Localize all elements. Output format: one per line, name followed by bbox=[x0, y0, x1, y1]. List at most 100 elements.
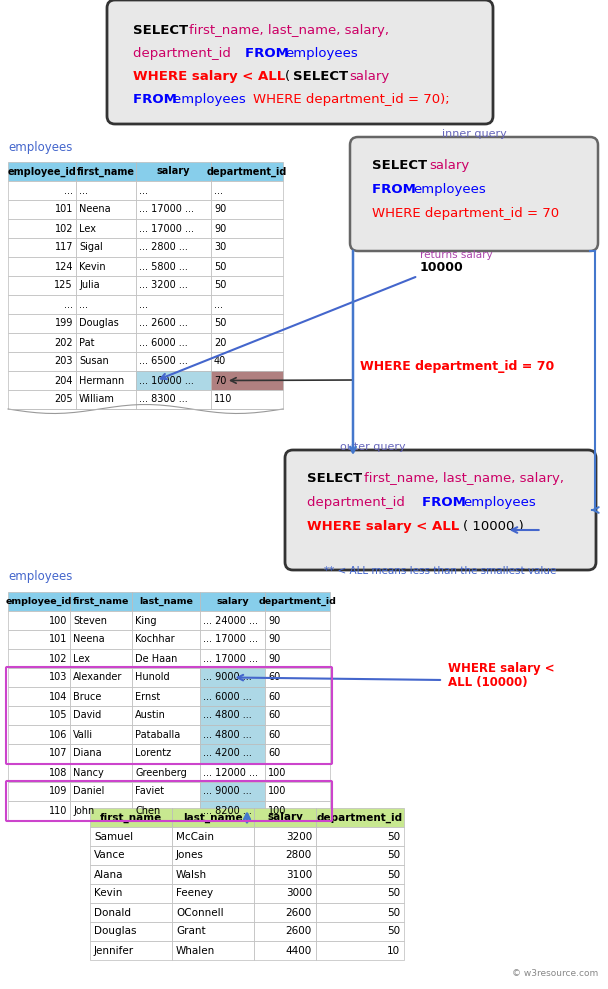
Bar bbox=[254, 884, 316, 903]
Text: 102: 102 bbox=[49, 654, 67, 664]
Bar bbox=[8, 257, 76, 276]
Bar bbox=[211, 371, 283, 390]
Text: 2600: 2600 bbox=[286, 927, 312, 937]
Text: 203: 203 bbox=[55, 356, 73, 367]
Text: ... 6000 ...: ... 6000 ... bbox=[203, 691, 252, 701]
Bar bbox=[76, 181, 136, 200]
Bar bbox=[8, 352, 76, 371]
Text: Hunold: Hunold bbox=[135, 673, 170, 682]
Bar bbox=[200, 706, 265, 725]
Text: 40: 40 bbox=[214, 356, 226, 367]
Bar bbox=[211, 200, 283, 219]
Text: SELECT: SELECT bbox=[133, 24, 193, 37]
Bar bbox=[136, 238, 211, 257]
Text: 124: 124 bbox=[55, 261, 73, 272]
Text: 50: 50 bbox=[387, 927, 400, 937]
Bar bbox=[132, 725, 200, 744]
Text: first_name: first_name bbox=[73, 597, 129, 606]
Bar bbox=[200, 687, 265, 706]
Text: 101: 101 bbox=[55, 205, 73, 215]
Bar bbox=[8, 219, 76, 238]
Text: salary: salary bbox=[157, 166, 190, 176]
Bar bbox=[172, 884, 254, 903]
Text: ...: ... bbox=[79, 300, 88, 310]
Text: employees: employees bbox=[463, 496, 536, 509]
Text: Faviet: Faviet bbox=[135, 786, 164, 796]
Bar bbox=[8, 371, 76, 390]
Text: 125: 125 bbox=[54, 281, 73, 291]
Bar bbox=[8, 744, 70, 763]
Text: ...: ... bbox=[64, 186, 73, 196]
Text: 2800: 2800 bbox=[286, 851, 312, 860]
Text: Douglas: Douglas bbox=[79, 318, 119, 328]
Text: WHERE salary < ALL: WHERE salary < ALL bbox=[307, 520, 464, 533]
Text: first_name: first_name bbox=[77, 166, 135, 177]
Text: employees: employees bbox=[413, 183, 486, 196]
Bar bbox=[316, 941, 404, 960]
Bar bbox=[76, 276, 136, 295]
Bar bbox=[132, 782, 200, 801]
Bar bbox=[200, 611, 265, 630]
Bar bbox=[136, 295, 211, 314]
FancyBboxPatch shape bbox=[107, 0, 493, 124]
Text: ... 4800 ...: ... 4800 ... bbox=[203, 710, 252, 721]
Text: 60: 60 bbox=[268, 673, 280, 682]
Text: ... 10000 ...: ... 10000 ... bbox=[139, 376, 194, 386]
Text: department_id: department_id bbox=[207, 166, 287, 177]
Bar bbox=[265, 630, 330, 649]
Text: salary: salary bbox=[429, 159, 469, 172]
Bar bbox=[136, 257, 211, 276]
Text: WHERE department_id = 70: WHERE department_id = 70 bbox=[372, 207, 559, 220]
Text: 90: 90 bbox=[268, 615, 280, 625]
Text: 50: 50 bbox=[387, 888, 400, 898]
Bar bbox=[254, 846, 316, 865]
Bar bbox=[132, 744, 200, 763]
Text: Susan: Susan bbox=[79, 356, 109, 367]
Text: 202: 202 bbox=[54, 337, 73, 347]
Bar bbox=[8, 162, 76, 181]
Text: Jones: Jones bbox=[176, 851, 204, 860]
Text: department_id: department_id bbox=[258, 597, 336, 606]
Bar bbox=[90, 941, 172, 960]
Text: ... 4200 ...: ... 4200 ... bbox=[203, 749, 252, 759]
Text: 3200: 3200 bbox=[286, 832, 312, 842]
Bar bbox=[265, 744, 330, 763]
Text: 2600: 2600 bbox=[286, 908, 312, 918]
Text: first_name, last_name, salary,: first_name, last_name, salary, bbox=[364, 472, 564, 485]
Text: 10000: 10000 bbox=[420, 261, 464, 274]
Bar bbox=[172, 941, 254, 960]
Text: Lorentz: Lorentz bbox=[135, 749, 171, 759]
Bar bbox=[70, 611, 132, 630]
Bar bbox=[132, 687, 200, 706]
Bar bbox=[265, 725, 330, 744]
Bar bbox=[70, 649, 132, 668]
Text: FROM: FROM bbox=[245, 47, 294, 60]
Text: Greenberg: Greenberg bbox=[135, 767, 187, 777]
Bar bbox=[211, 390, 283, 409]
Bar bbox=[132, 763, 200, 782]
Text: 60: 60 bbox=[268, 691, 280, 701]
Text: Pat: Pat bbox=[79, 337, 94, 347]
Text: ... 8300 ...: ... 8300 ... bbox=[139, 395, 188, 405]
Bar bbox=[316, 827, 404, 846]
Text: Jennifer: Jennifer bbox=[94, 945, 134, 955]
Text: William: William bbox=[79, 395, 115, 405]
Text: salary: salary bbox=[216, 597, 249, 606]
Bar bbox=[8, 782, 70, 801]
Text: first_name, last_name, salary,: first_name, last_name, salary, bbox=[189, 24, 389, 37]
Text: first_name: first_name bbox=[100, 812, 162, 823]
Text: Chen: Chen bbox=[135, 805, 161, 816]
Bar bbox=[76, 200, 136, 219]
Bar bbox=[70, 687, 132, 706]
Text: Hermann: Hermann bbox=[79, 376, 124, 386]
Text: King: King bbox=[135, 615, 156, 625]
Bar bbox=[211, 333, 283, 352]
Bar bbox=[132, 630, 200, 649]
Text: last_name: last_name bbox=[183, 812, 243, 823]
Text: Steven: Steven bbox=[73, 615, 107, 625]
Bar bbox=[254, 827, 316, 846]
Bar bbox=[136, 352, 211, 371]
Text: 3100: 3100 bbox=[286, 869, 312, 879]
Text: ...: ... bbox=[214, 300, 223, 310]
Text: WHERE department_id = 70: WHERE department_id = 70 bbox=[360, 360, 554, 373]
